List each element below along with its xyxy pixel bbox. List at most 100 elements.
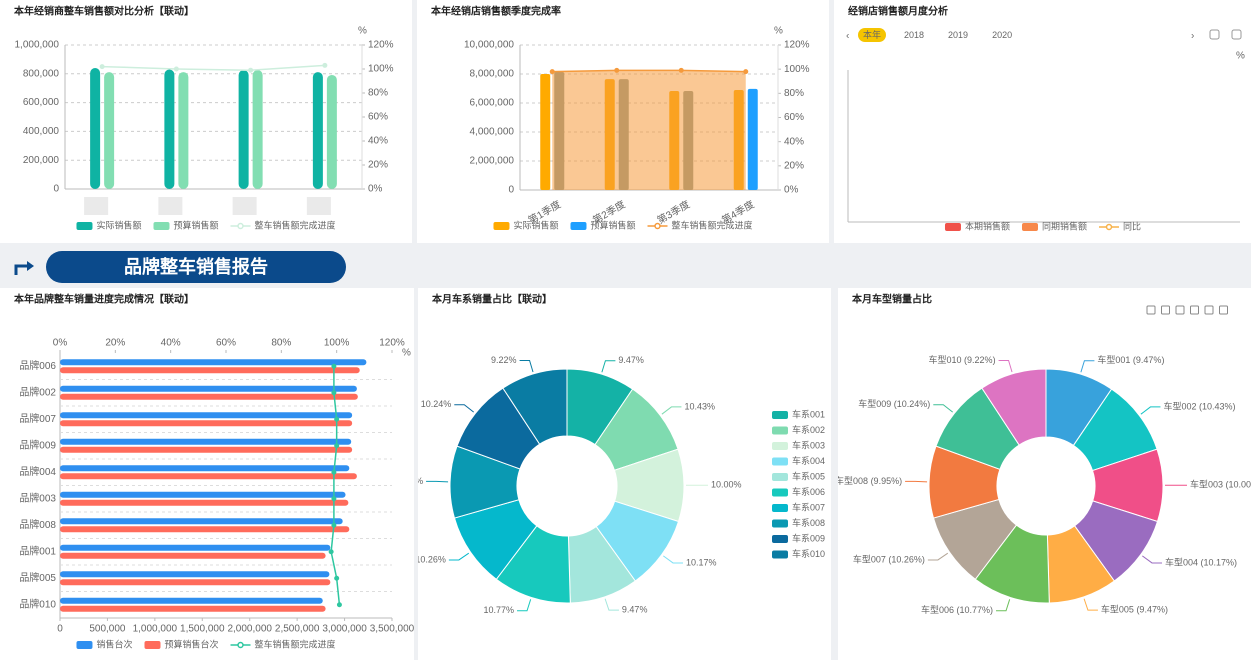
y2-tick-label: 120%: [368, 40, 394, 51]
x-tick-label: 1,500,000: [180, 624, 225, 635]
bar: [104, 72, 115, 189]
banner-title: 品牌整车销售报告: [124, 256, 268, 277]
legend-marker: [654, 222, 661, 230]
legend-swatch: [772, 473, 788, 481]
line-point: [331, 522, 337, 528]
slice-label: 9.47%: [622, 604, 648, 614]
toolbox-icon[interactable]: [1219, 305, 1228, 315]
legend: 实际销售额 预算销售额 整车销售额完成进度: [493, 219, 753, 230]
y-tick-label: 品牌009: [19, 438, 56, 451]
bar: [312, 72, 323, 189]
legend-swatch: [772, 426, 788, 435]
x2-tick-label: 60%: [216, 338, 236, 349]
x2-tick-label: 0%: [53, 338, 68, 349]
timeline-selected: [858, 28, 886, 42]
legend-label: 车系007: [792, 501, 825, 512]
bar: [60, 597, 323, 604]
slice-label: 车型002 (10.43%): [1163, 400, 1235, 411]
slice-label: 车型001 (9.47%): [1097, 354, 1164, 365]
panel: 本年经销店销售额季度完成率 0 2,000,000 4,000,000 6,000,00…: [417, 0, 829, 243]
legend-label: 车系010: [792, 548, 825, 559]
toolbox-icon[interactable]: [1204, 305, 1214, 315]
y-tick-label: 品牌001: [19, 544, 56, 557]
slice-label: 车型010 (9.22%): [929, 354, 996, 365]
legend-swatch: [76, 641, 93, 649]
bar: [60, 571, 330, 578]
timeline-item[interactable]: 2019: [948, 30, 968, 40]
toolbox-icon[interactable]: [1146, 305, 1156, 315]
line-point: [331, 496, 337, 502]
slice-label: 10.43%: [684, 401, 715, 411]
chart-title: 经销店销售额月度分析: [848, 5, 948, 18]
y2-tick-label: 80%: [368, 88, 388, 99]
legend-label: 本期销售额: [965, 220, 1010, 231]
blurred-label: [158, 197, 183, 215]
x-tick-label: 2,500,000: [275, 624, 320, 635]
y-tick-label: 4,000,000: [470, 127, 515, 138]
y-tick-label: 600,000: [23, 97, 60, 108]
timeline-icon[interactable]: [1209, 29, 1220, 40]
y-tick-label: 品牌004: [19, 465, 56, 478]
slice-label: 10.17%: [686, 557, 717, 567]
line-point: [336, 602, 342, 608]
toolbox-icon[interactable]: [1161, 305, 1170, 315]
leader-line: [1140, 406, 1161, 415]
chart-title: 本年经销商整车销售额对比分析【联动】: [14, 5, 194, 18]
legend-swatch: [1021, 223, 1038, 231]
x2-tick-label: 100%: [324, 338, 350, 349]
panel-bg: [838, 288, 1251, 660]
legend-label: 销售台次: [96, 638, 132, 649]
line-point: [331, 363, 337, 369]
y2-tick-label: 40%: [368, 136, 388, 147]
x-tick-label: 1,000,000: [133, 624, 178, 635]
line: [552, 69, 746, 73]
y2-tick-label: 60%: [784, 112, 804, 123]
legend-swatch: [493, 222, 510, 230]
legend-swatch: [772, 488, 788, 497]
leader-line: [448, 552, 470, 561]
leader-line: [996, 599, 1011, 612]
slice-label: 车型006 (10.77%): [921, 604, 993, 615]
bar: [60, 473, 357, 480]
x2-tick-label: 20%: [105, 338, 125, 349]
legend-swatch: [772, 411, 788, 419]
legend-swatch: [76, 222, 93, 230]
bar: [60, 420, 353, 427]
banner-pill: [46, 251, 346, 283]
bar: [90, 68, 101, 189]
y-tick-label: 品牌006: [19, 359, 56, 372]
leader-line: [663, 555, 684, 564]
bar: [60, 499, 349, 506]
legend: 实际销售额 预算销售额 整车销售额完成进度: [76, 219, 336, 230]
legend-label: 同比: [1123, 220, 1141, 231]
timeline-item[interactable]: 本年: [863, 29, 881, 40]
legend-swatch: [772, 535, 788, 543]
slice: [502, 368, 568, 445]
y-tick-label: 品牌008: [19, 518, 56, 531]
leader-line: [454, 404, 475, 413]
line-point: [334, 575, 340, 581]
leader-line: [604, 598, 619, 611]
leader-line: [601, 360, 616, 373]
legend-label: 车系002: [792, 424, 825, 435]
y-tick-label: 200,000: [23, 155, 60, 166]
bar: [60, 552, 326, 559]
timeline-item[interactable]: 2020: [992, 30, 1012, 40]
y-tick-label: 品牌010: [19, 597, 56, 610]
y2-unit: %: [1236, 51, 1245, 62]
toolbox-icon[interactable]: [1190, 305, 1199, 315]
blurred-label: [306, 197, 331, 215]
y-tick-label: 0: [508, 185, 514, 196]
panel: 经销店销售额月度分析% 本期销售额 同期销售额 同比 ‹ 本年 2018 2019 2020 ›: [834, 0, 1251, 243]
toolbox-icon[interactable]: [1175, 305, 1185, 315]
y2-tick-label: 20%: [368, 160, 388, 171]
timeline-icon[interactable]: [1231, 29, 1242, 40]
legend: 本期销售额 同期销售额 同比: [944, 220, 1141, 231]
line: [330, 366, 341, 605]
timeline-item[interactable]: 2018: [904, 30, 924, 40]
panel: 本年经销商整车销售额对比分析【联动】 0 200,000 400,000 600,000…: [0, 0, 412, 243]
bar: [540, 74, 551, 190]
y2-tick-label: 40%: [784, 136, 804, 147]
legend-marker: [237, 641, 244, 649]
slice-label: 10.77%: [483, 605, 514, 615]
